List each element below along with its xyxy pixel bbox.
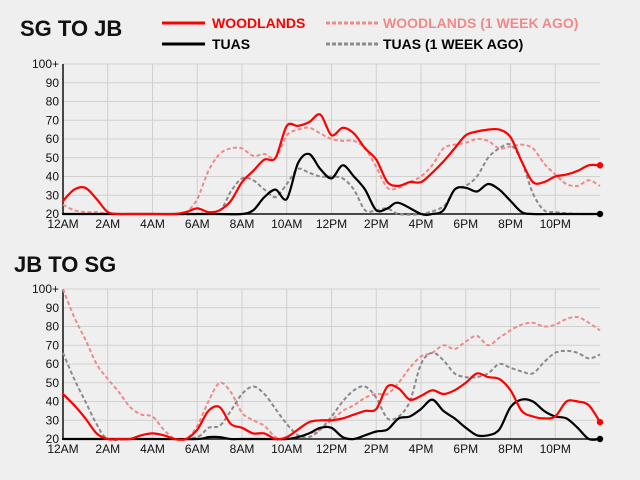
legend: WOODLANDS WOODLANDS (1 WEEK AGO) TUAS TU… <box>162 15 578 52</box>
y-tick-label: 90 <box>46 301 60 315</box>
series-line-tuas <box>61 398 602 441</box>
y-tick-label: 60 <box>46 357 60 371</box>
y-tick-label: 30 <box>46 188 60 202</box>
x-tick-label: 8PM <box>498 442 523 456</box>
y-tick-label: 20 <box>46 432 60 446</box>
y-tick-label: 50 <box>46 151 60 165</box>
y-tick-label: 100+ <box>32 282 59 296</box>
x-tick-label: 8AM <box>230 217 255 231</box>
chart-title-sg-to-jb: SG TO JB <box>20 16 122 41</box>
x-tick-label: 2AM <box>95 217 120 231</box>
series-line-tuas <box>61 152 602 217</box>
x-tick-label: 6AM <box>185 442 210 456</box>
x-tick-label: 8AM <box>230 442 255 456</box>
y-tick-label: 40 <box>46 395 60 409</box>
x-tick-label: 10PM <box>540 442 571 456</box>
x-tick-label: 6PM <box>453 217 478 231</box>
series-line-woodlands <box>61 372 602 441</box>
x-tick-label: 4AM <box>140 217 165 231</box>
y-tick-label: 20 <box>46 207 60 221</box>
y-tick-label: 60 <box>46 132 60 146</box>
series-line-tuas-week <box>63 143 601 216</box>
y-tick-label: 70 <box>46 113 60 127</box>
x-tick-label: 4AM <box>140 442 165 456</box>
series-line-woodlands <box>61 113 602 216</box>
legend-label-woodlands: WOODLANDS <box>212 15 305 31</box>
y-tick-label: 50 <box>46 376 60 390</box>
x-tick-label: 2PM <box>364 442 389 456</box>
y-tick-label: 100+ <box>32 57 59 71</box>
y-tick-label: 80 <box>46 320 60 334</box>
legend-label-tuas: TUAS <box>212 36 250 52</box>
chart-sg-to-jb: 20 30 40 50 60 70 80 90 100+ 12AM 2AM 4AM 6AM 8AM 10AM… <box>32 57 604 231</box>
legend-label-woodlands-week: WOODLANDS (1 WEEK AGO) <box>383 15 578 31</box>
x-tick-label: 2AM <box>95 442 120 456</box>
x-tick-label: 6AM <box>185 217 210 231</box>
x-tick-label: 10PM <box>540 217 571 231</box>
y-tick-label: 80 <box>46 95 60 109</box>
series-endpoint-woodlands <box>596 162 604 169</box>
x-tick-label: 12AM <box>47 442 78 456</box>
x-tick-label: 8PM <box>498 217 523 231</box>
x-tick-label: 12PM <box>316 217 347 231</box>
x-tick-label: 10AM <box>271 442 302 456</box>
y-tick-label: 30 <box>46 413 60 427</box>
y-tick-label: 70 <box>46 338 60 352</box>
series-endpoint-tuas <box>596 435 604 443</box>
y-tick-label: 40 <box>46 170 60 184</box>
x-tick-label: 10AM <box>271 217 302 231</box>
x-tick-label: 12PM <box>316 442 347 456</box>
legend-label-tuas-week: TUAS (1 WEEK AGO) <box>383 36 523 52</box>
y-tick-label: 90 <box>46 76 60 90</box>
x-tick-label: 12AM <box>47 217 78 231</box>
x-tick-label: 4PM <box>409 442 434 456</box>
chart-title-jb-to-sg: JB TO SG <box>14 252 116 277</box>
x-tick-label: 6PM <box>453 442 478 456</box>
series-endpoint-woodlands <box>596 418 604 426</box>
x-tick-label: 2PM <box>364 217 389 231</box>
series-endpoint-tuas <box>596 210 604 218</box>
x-tick-label: 4PM <box>409 217 434 231</box>
chart-jb-to-sg: 20 30 40 50 60 70 80 90 100+ 12AM 2AM 4AM 6AM 8AM 10AM… <box>32 282 604 456</box>
